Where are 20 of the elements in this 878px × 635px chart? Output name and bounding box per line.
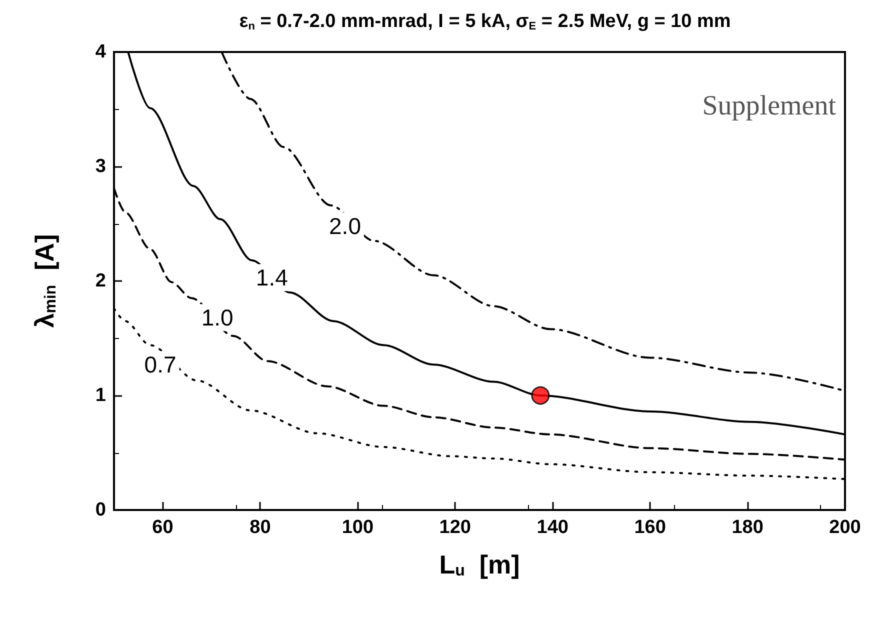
x-tick-label: 100 [342, 517, 374, 538]
annotation: 1.4 [256, 264, 288, 291]
x-tick-label: 200 [829, 517, 861, 538]
annotation: Supplement [702, 90, 836, 122]
y-tick-label: 4 [95, 42, 106, 62]
y-tick-label: 0 [95, 500, 106, 520]
y-tick-label: 1 [95, 385, 106, 406]
y-tick-label: 2 [95, 270, 106, 292]
x-tick-label: 160 [634, 517, 666, 538]
annotation: 2.0 [329, 213, 361, 240]
annotation: 1.0 [201, 304, 234, 331]
y-tick-label: 3 [95, 156, 106, 177]
x-tick-label: 60 [152, 517, 174, 538]
x-tick-label: 140 [536, 517, 568, 538]
annotation: 0.7 [144, 352, 176, 378]
y-axis-title: λmin [A] [30, 234, 60, 328]
x-tick-label: 80 [250, 517, 271, 538]
x-axis-title: Lu [m] [439, 550, 520, 580]
x-tick-label: 120 [439, 517, 471, 538]
x-tick-label: 180 [732, 517, 764, 538]
